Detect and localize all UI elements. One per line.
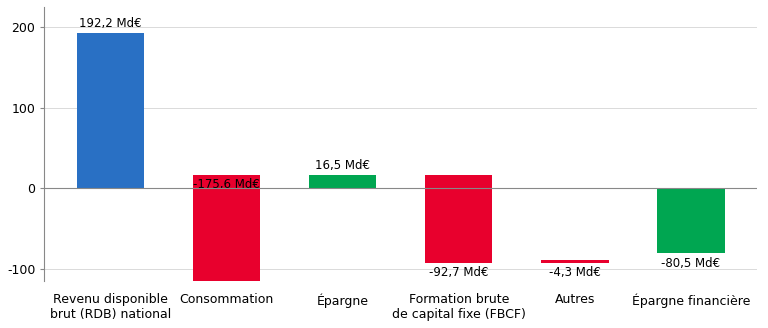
- Text: -4,3 Md€: -4,3 Md€: [549, 266, 601, 279]
- Bar: [309, 175, 376, 189]
- Text: 16,5 Md€: 16,5 Md€: [315, 159, 370, 172]
- Text: -80,5 Md€: -80,5 Md€: [661, 256, 720, 270]
- Bar: [77, 33, 144, 189]
- Text: -92,7 Md€: -92,7 Md€: [429, 266, 488, 279]
- Bar: [541, 260, 608, 263]
- Bar: [425, 175, 492, 263]
- Bar: [657, 189, 725, 254]
- Text: -175,6 Md€: -175,6 Md€: [193, 178, 260, 191]
- Bar: [193, 175, 260, 328]
- Text: 192,2 Md€: 192,2 Md€: [79, 17, 142, 30]
